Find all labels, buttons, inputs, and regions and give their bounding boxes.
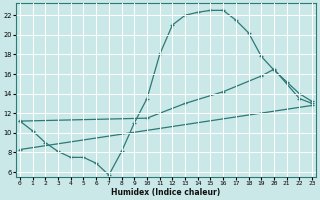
X-axis label: Humidex (Indice chaleur): Humidex (Indice chaleur) [111,188,221,197]
